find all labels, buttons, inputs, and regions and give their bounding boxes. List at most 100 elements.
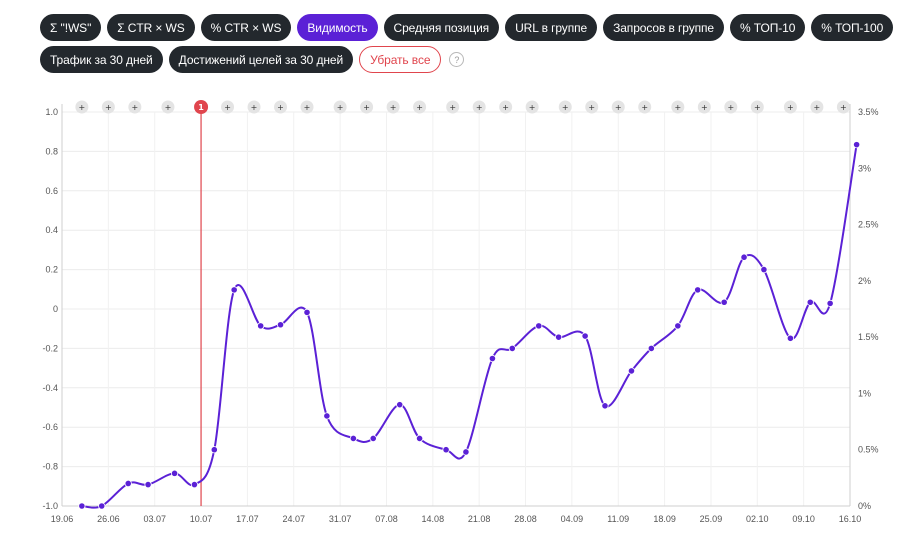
event-marker — [101, 100, 115, 114]
filter-pill-8[interactable]: % ТОП-100 — [811, 14, 894, 41]
event-marker — [638, 100, 652, 114]
y-left-tick: -0.4 — [42, 383, 58, 393]
event-marker-label: + — [224, 103, 231, 112]
x-tick: 10.07 — [190, 514, 213, 524]
data-point — [535, 322, 543, 330]
x-tick: 19.06 — [51, 514, 74, 524]
y-left-tick: 0.6 — [45, 186, 58, 196]
y-left-tick: -0.2 — [42, 343, 58, 353]
x-tick: 31.07 — [329, 514, 352, 524]
x-tick: 17.07 — [236, 514, 259, 524]
event-marker-label: + — [363, 103, 370, 112]
event-marker-label: + — [449, 103, 456, 112]
x-tick: 07.08 — [375, 514, 398, 524]
data-point — [674, 322, 682, 330]
event-marker-label: + — [754, 103, 761, 112]
data-point — [98, 502, 106, 510]
event-marker — [446, 100, 460, 114]
event-marker-label: + — [562, 103, 569, 112]
data-point — [760, 265, 768, 274]
data-point — [78, 502, 86, 510]
y-right-tick: 3.5% — [858, 107, 879, 117]
clear-all-button[interactable]: Убрать все — [359, 46, 442, 73]
data-point — [396, 401, 404, 409]
event-marker — [499, 100, 513, 114]
x-tick: 14.08 — [422, 514, 445, 524]
y-right-tick: 0.5% — [858, 445, 879, 455]
data-point — [462, 448, 470, 456]
data-point — [627, 367, 636, 375]
event-marker — [161, 100, 175, 114]
event-marker-label: + — [251, 103, 258, 112]
filter-pill-7[interactable]: % ТОП-10 — [729, 14, 806, 41]
event-marker-label: + — [277, 103, 284, 112]
filter-pill-6[interactable]: Запросов в группе — [603, 14, 724, 41]
data-point — [442, 446, 450, 454]
data-point — [210, 446, 218, 454]
filter-pill-5[interactable]: URL в группе — [505, 14, 598, 41]
event-marker — [386, 100, 400, 114]
y-left-tick: -0.8 — [42, 462, 58, 472]
metric-filter-bar: Σ "!WS" Σ CTR × WS% CTR × WS Видимость Сред… — [40, 14, 900, 73]
event-marker — [221, 100, 235, 114]
data-point — [415, 434, 424, 443]
event-marker — [697, 100, 711, 114]
data-point — [124, 479, 132, 488]
y-right-tick: 2% — [858, 276, 871, 286]
event-marker — [300, 100, 314, 114]
event-marker — [333, 100, 347, 114]
data-point — [555, 333, 563, 341]
data-point — [647, 344, 655, 352]
y-left-tick: 1.0 — [45, 107, 58, 117]
event-marker-label: + — [674, 103, 681, 112]
event-marker-label: + — [641, 103, 648, 112]
filter-pill-3[interactable]: Видимость — [297, 14, 378, 41]
y-left-tick: 0.4 — [45, 225, 58, 235]
data-point — [349, 434, 357, 443]
event-marker — [413, 100, 427, 114]
y-left-tick: 0 — [53, 304, 58, 314]
event-marker-label: + — [727, 103, 734, 112]
event-marker — [810, 100, 824, 114]
data-point — [786, 334, 795, 342]
data-point — [190, 481, 199, 489]
event-marker — [671, 100, 685, 114]
y-right-tick: 1% — [858, 388, 871, 398]
event-marker — [611, 100, 625, 114]
event-marker — [724, 100, 738, 114]
event-marker — [525, 100, 539, 114]
data-point — [694, 286, 702, 294]
filter-pill-9[interactable]: Трафик за 30 дней — [40, 46, 163, 73]
event-marker — [750, 100, 764, 114]
x-tick: 03.07 — [143, 514, 166, 524]
data-point — [170, 469, 179, 477]
data-point — [601, 402, 609, 410]
event-marker-label: + — [304, 103, 311, 112]
event-marker-label: + — [615, 103, 622, 112]
filter-pill-0[interactable]: Σ "!WS" — [40, 14, 102, 41]
event-marker — [558, 100, 572, 114]
data-point — [230, 286, 238, 294]
y-right-tick: 0% — [858, 501, 871, 511]
data-point — [276, 321, 285, 329]
data-point — [488, 354, 497, 363]
x-tick: 04.09 — [561, 514, 584, 524]
event-marker — [128, 100, 142, 114]
filter-pill-10[interactable]: Достижений целей за 30 дней — [168, 46, 354, 73]
y-left-tick: 0.8 — [45, 146, 58, 156]
x-tick: 16.10 — [839, 514, 862, 524]
event-marker-label: 1 — [198, 103, 204, 112]
x-tick: 26.06 — [97, 514, 120, 524]
event-marker — [836, 100, 850, 114]
data-point — [720, 298, 728, 306]
filter-pill-1[interactable]: Σ CTR × WS — [107, 14, 195, 41]
filter-pill-2[interactable]: % CTR × WS — [200, 14, 292, 41]
event-marker-label: + — [337, 103, 344, 112]
event-marker — [274, 100, 288, 114]
event-marker — [247, 100, 261, 114]
event-marker-label: + — [165, 103, 172, 112]
help-icon[interactable]: ? — [449, 52, 465, 67]
filter-pill-4[interactable]: Средняя позиция — [383, 14, 500, 41]
event-marker-label: + — [79, 103, 86, 112]
